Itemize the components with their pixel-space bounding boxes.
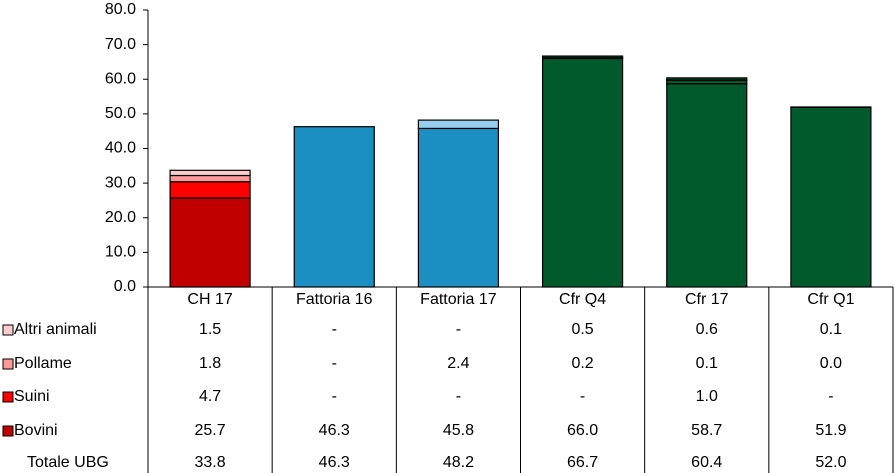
legend-label: Suini bbox=[14, 388, 50, 405]
table-cell: 60.4 bbox=[691, 454, 722, 471]
y-tick-label: 30.0 bbox=[105, 174, 136, 191]
bar-segment bbox=[169, 181, 251, 199]
y-tick-label: 10.0 bbox=[105, 244, 136, 261]
y-tick-label: 40.0 bbox=[105, 140, 136, 157]
y-tick-label: 0.0 bbox=[114, 278, 136, 295]
table-cell: 1.5 bbox=[199, 321, 221, 338]
bar-segment bbox=[541, 55, 624, 59]
bar-segment bbox=[417, 119, 500, 130]
table-cell: 58.7 bbox=[691, 422, 722, 439]
x-tick-label: Fattoria 16 bbox=[296, 291, 373, 308]
y-tick-label: 60.0 bbox=[105, 70, 136, 87]
table-cell: - bbox=[332, 321, 337, 338]
table-cell: - bbox=[456, 321, 461, 338]
table-cell: - bbox=[580, 388, 585, 405]
table-cell: 1.8 bbox=[199, 355, 221, 372]
table-cell: 25.7 bbox=[195, 422, 226, 439]
bar-segment bbox=[541, 57, 624, 288]
table-cell: 0.1 bbox=[696, 355, 718, 372]
legend-swatch bbox=[2, 358, 14, 370]
legend-swatch bbox=[2, 391, 14, 403]
legend-swatch bbox=[2, 425, 14, 437]
legend-swatch bbox=[2, 324, 14, 336]
bar-segment bbox=[169, 174, 251, 183]
table-cell: 4.7 bbox=[199, 388, 221, 405]
y-tick-label: 20.0 bbox=[105, 209, 136, 226]
legend-label: Pollame bbox=[14, 355, 72, 372]
table-cell: - bbox=[456, 388, 461, 405]
table-cell: 1.0 bbox=[696, 388, 718, 405]
table-cell: 51.9 bbox=[815, 422, 846, 439]
bar-segment bbox=[666, 77, 748, 81]
table-cell: 66.7 bbox=[567, 454, 598, 471]
bar-segment bbox=[790, 106, 872, 288]
table-cell: 0.5 bbox=[571, 321, 593, 338]
table-cell: - bbox=[828, 388, 833, 405]
table-cell: - bbox=[332, 355, 337, 372]
y-tick-label: 80.0 bbox=[105, 1, 136, 18]
x-tick-label: Cfr Q1 bbox=[807, 291, 854, 308]
bar-segment bbox=[169, 197, 251, 288]
table-cell: 0.1 bbox=[820, 321, 842, 338]
bar-segment bbox=[666, 83, 748, 288]
total-label: Totale UBG bbox=[27, 454, 109, 471]
table-cell: 33.8 bbox=[195, 454, 226, 471]
x-tick-label: Fattoria 17 bbox=[420, 291, 497, 308]
bar-segment bbox=[169, 169, 251, 177]
table-cell: 52.0 bbox=[815, 454, 846, 471]
table-cell: 48.2 bbox=[443, 454, 474, 471]
table-cell: 0.6 bbox=[696, 321, 718, 338]
legend-label: Bovini bbox=[14, 422, 58, 439]
table-cell: 0.2 bbox=[571, 355, 593, 372]
table-cell: 46.3 bbox=[319, 454, 350, 471]
table-cell: 45.8 bbox=[443, 422, 474, 439]
x-tick-label: CH 17 bbox=[187, 291, 232, 308]
table-cell: 66.0 bbox=[567, 422, 598, 439]
y-tick-label: 50.0 bbox=[105, 105, 136, 122]
table-cell: 0.0 bbox=[820, 355, 842, 372]
bar-segment bbox=[417, 127, 500, 288]
x-tick-label: Cfr Q4 bbox=[559, 291, 606, 308]
legend-label: Altri animali bbox=[14, 321, 97, 338]
table-cell: - bbox=[332, 388, 337, 405]
table-cell: 2.4 bbox=[447, 355, 469, 372]
y-tick-label: 70.0 bbox=[105, 36, 136, 53]
bar-segment bbox=[293, 126, 375, 288]
x-tick-label: Cfr 17 bbox=[685, 291, 729, 308]
table-cell: 46.3 bbox=[319, 422, 350, 439]
